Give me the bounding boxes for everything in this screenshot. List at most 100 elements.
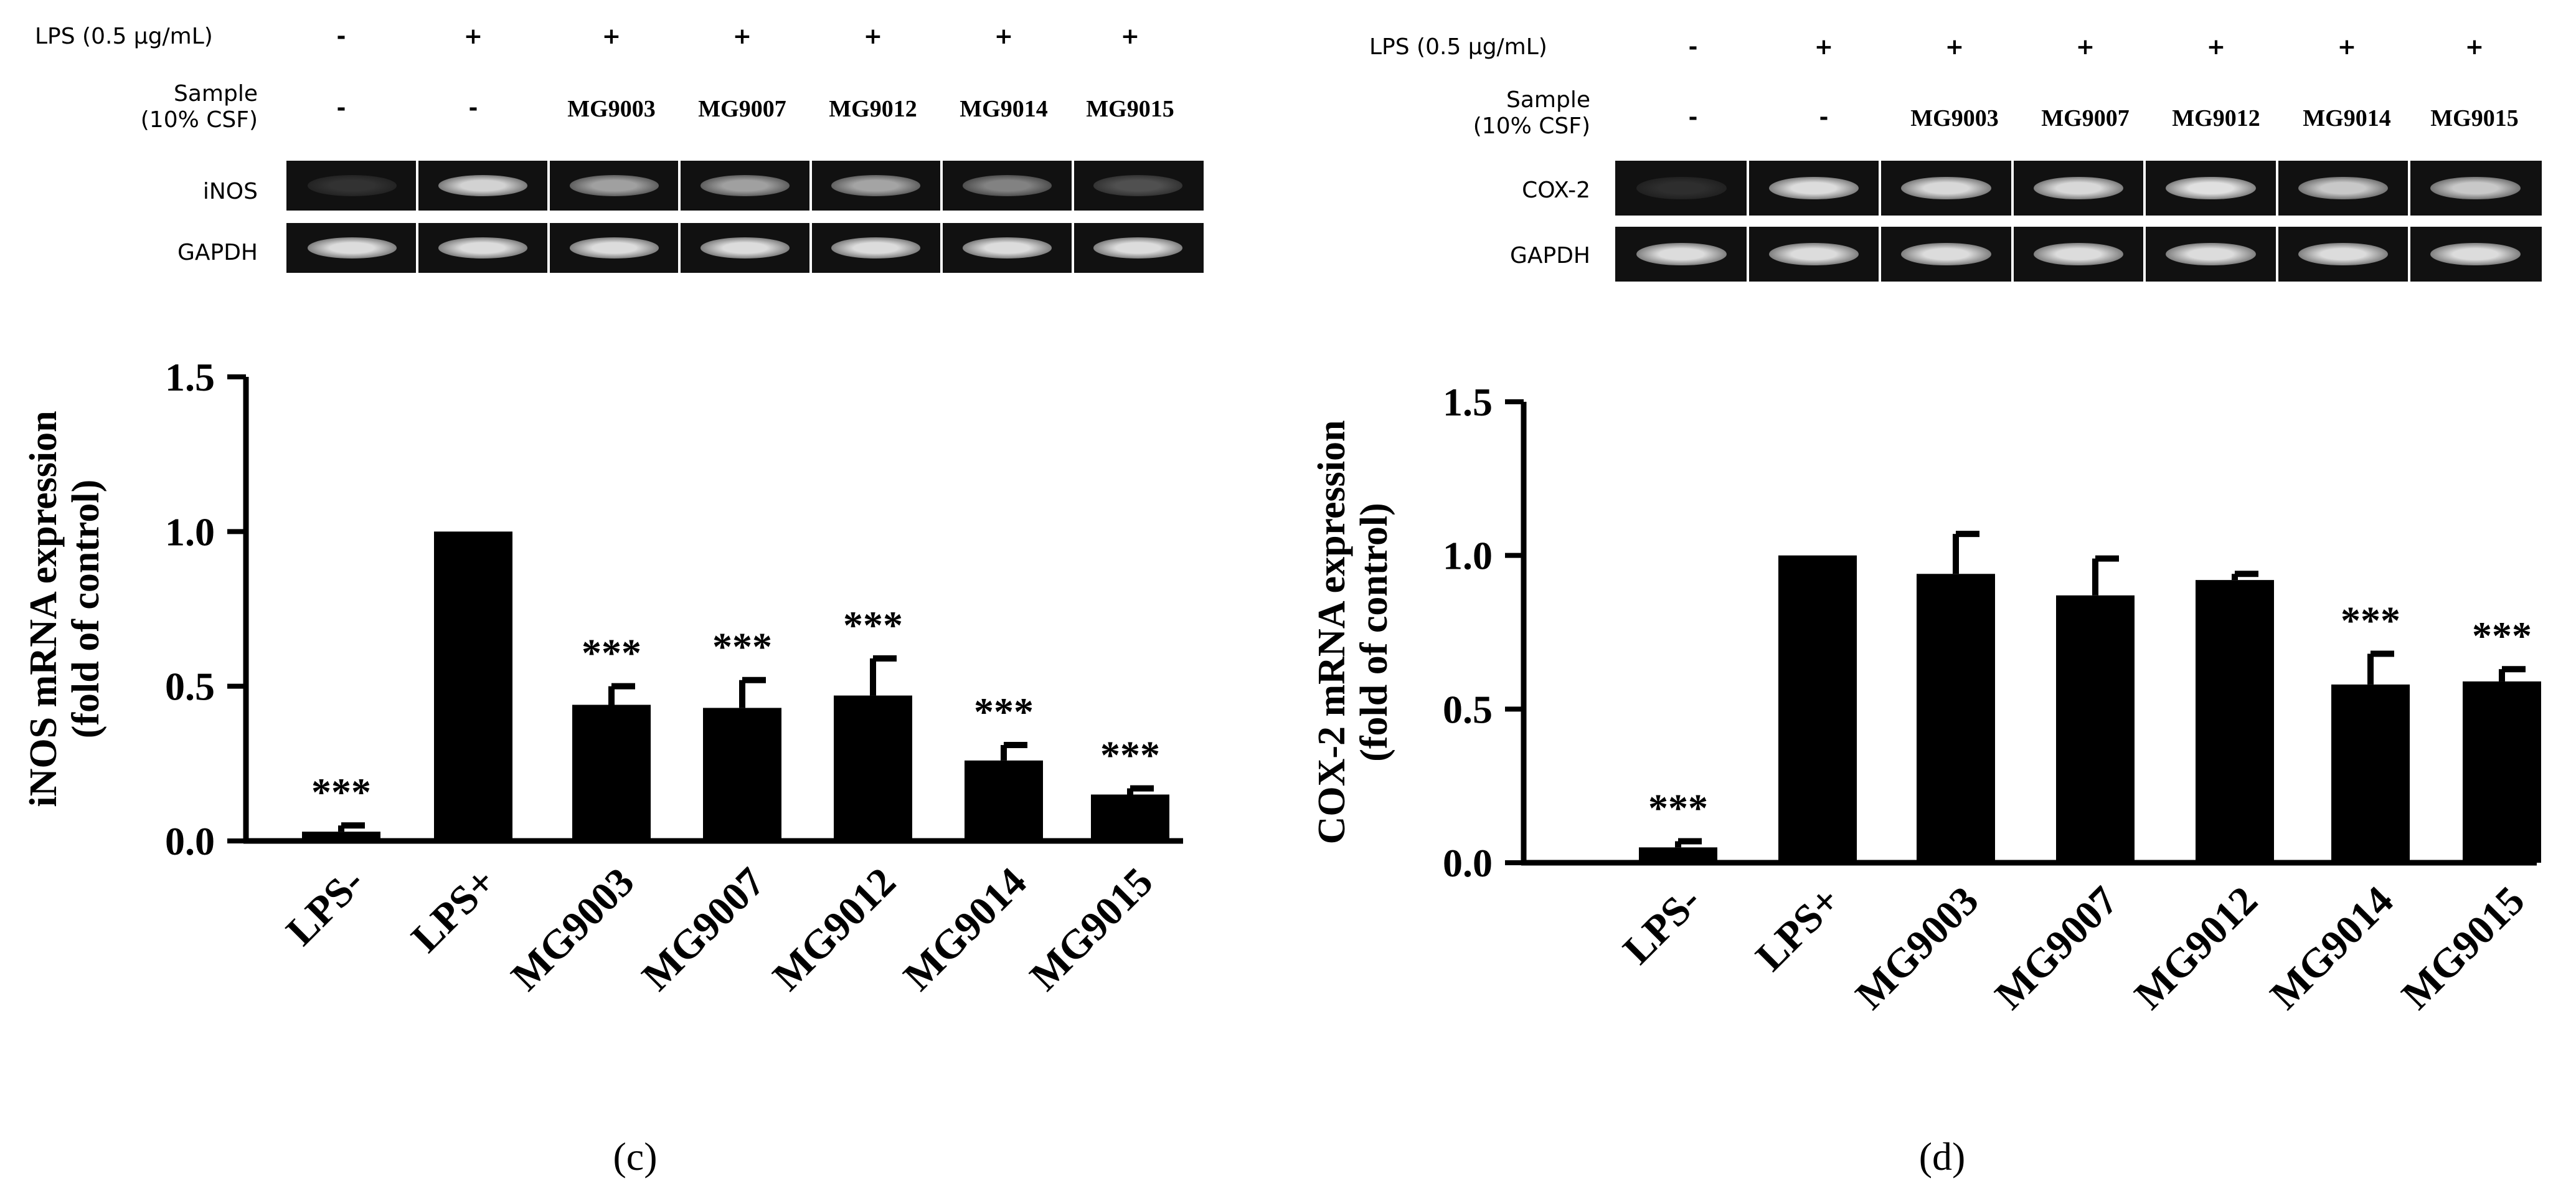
sample-mark: - <box>1688 105 1698 130</box>
lps-row-label: LPS (0.5 µg/mL) <box>1369 34 1547 60</box>
category-label: MG9014 <box>2262 878 2402 1018</box>
significance-label: *** <box>2472 614 2532 658</box>
bar-chart-d: 0.0 0.5 1.0 1.5 COX-2 mRNA expression (fold o… <box>1311 380 2541 1018</box>
lps-mark: + <box>2075 34 2095 60</box>
category-label: LPS+ <box>403 859 505 961</box>
gel-lane-separator <box>2275 227 2278 282</box>
gel-lane-separator <box>547 161 550 211</box>
category-label: LPS- <box>278 859 373 954</box>
bar <box>302 832 380 841</box>
gel-band <box>1768 242 1859 266</box>
gel-lane-separator <box>1071 223 1074 273</box>
category-label: MG9003 <box>502 859 643 999</box>
bar-chart-c: 0.0 0.5 1.0 1.5 iNOS mRNA expression (fold of… <box>22 355 1183 999</box>
gel-band <box>438 237 528 259</box>
gel-lane-separator <box>1879 161 1882 216</box>
sample-row-label-line2: (10% CSF) <box>1473 113 1590 139</box>
gel-lane-separator <box>940 161 943 211</box>
bar <box>2463 681 2541 863</box>
significance-label: *** <box>974 690 1034 734</box>
y-tick-label: 0.5 <box>1443 687 1493 731</box>
gel-band <box>2166 176 2256 200</box>
gel-lane-separator <box>2143 227 2146 282</box>
category-label: MG9007 <box>633 859 773 999</box>
gel-band <box>2430 176 2521 200</box>
gel-lane-separator <box>678 223 681 273</box>
gel-band <box>1901 176 1991 200</box>
y-axis-label-line2: (fold of control) <box>1353 503 1395 762</box>
gel-lane-separator <box>1746 161 1749 216</box>
panel-c: LPS (0.5 µg/mL) Sample (10% CSF) - + + + + + +… <box>22 24 1204 1179</box>
gel-lane-separator <box>2143 161 2146 216</box>
sample-mark: - <box>468 95 478 121</box>
gel-target <box>1615 161 2542 216</box>
gel-label-target: iNOS <box>202 179 258 204</box>
category-label: MG9007 <box>1986 878 2126 1018</box>
lps-mark: + <box>463 24 483 49</box>
category-label: MG9015 <box>1021 859 1161 999</box>
lps-mark: + <box>732 24 752 49</box>
category-label: MG9012 <box>764 859 904 999</box>
y-tick-label: 0.5 <box>165 665 215 709</box>
category-label: MG9015 <box>2393 878 2533 1018</box>
gel-band <box>700 237 790 259</box>
sample-mark: MG9007 <box>698 96 786 122</box>
y-axis-label-line1: iNOS mRNA expression <box>22 411 65 807</box>
gel-label-target: COX-2 <box>1522 178 1590 203</box>
lps-mark: + <box>1120 24 1140 49</box>
lps-mark: - <box>336 24 346 49</box>
gel-band <box>2166 242 2256 266</box>
gel-lane-separator <box>547 223 550 273</box>
gel-band <box>962 237 1052 259</box>
sample-mark: - <box>1819 105 1829 130</box>
bar <box>1091 794 1169 841</box>
gel-band <box>831 175 921 196</box>
sample-mark: MG9007 <box>2041 105 2130 131</box>
significance-label: *** <box>1648 785 1708 830</box>
sample-mark: - <box>336 95 346 121</box>
gel-lane-separator <box>940 223 943 273</box>
significance-label: *** <box>582 631 641 675</box>
gel-band <box>1093 237 1183 259</box>
category-label: LPS- <box>1615 878 1710 973</box>
sample-mark: MG9012 <box>2172 105 2260 131</box>
bar <box>2196 580 2274 863</box>
y-tick-label: 0.0 <box>1443 841 1493 885</box>
gel-lane-separator <box>2275 161 2278 216</box>
lps-mark: + <box>2465 34 2484 60</box>
lps-mark: + <box>2206 34 2226 60</box>
gel-gapdh <box>286 223 1204 273</box>
gel-lane-separator <box>2011 161 2014 216</box>
gel-lane-separator <box>2011 227 2014 282</box>
lps-mark: + <box>1814 34 1834 60</box>
sample-mark: MG9003 <box>1910 105 1999 131</box>
lps-mark: - <box>1688 34 1698 60</box>
gel-band <box>1636 242 1727 266</box>
gel-band <box>2298 242 2389 266</box>
sample-row-label-line1: Sample <box>1506 87 1590 113</box>
y-tick-label: 1.0 <box>165 510 215 554</box>
sample-row-label-line2: (10% CSF) <box>140 107 258 133</box>
lps-mark: + <box>994 24 1014 49</box>
gel-lane-separator <box>678 161 681 211</box>
category-label: MG9012 <box>2126 878 2266 1018</box>
significance-label: *** <box>712 625 772 669</box>
bar <box>834 695 912 841</box>
gel-lane-separator <box>2408 161 2411 216</box>
sample-mark: MG9015 <box>2430 105 2519 131</box>
sample-mark: MG9012 <box>829 96 917 122</box>
lps-row-label: LPS (0.5 µg/mL) <box>35 24 213 49</box>
y-tick-label: 1.0 <box>1443 534 1493 578</box>
gel-band <box>569 237 659 259</box>
gel-band <box>1636 176 1727 200</box>
bar <box>703 708 781 841</box>
sample-mark: MG9003 <box>567 96 656 122</box>
gel-band <box>569 175 659 196</box>
bar <box>1639 847 1717 863</box>
y-tick-label: 0.0 <box>165 819 215 863</box>
category-label: LPS+ <box>1747 878 1849 980</box>
gel-lane-separator <box>1879 227 1882 282</box>
gel-lane-separator <box>809 161 812 211</box>
gel-lane-separator <box>416 161 419 211</box>
gel-band <box>962 175 1052 196</box>
